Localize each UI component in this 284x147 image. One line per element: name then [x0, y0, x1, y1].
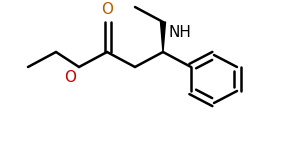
- Text: NH: NH: [168, 25, 191, 40]
- Polygon shape: [160, 22, 166, 52]
- Text: O: O: [101, 2, 113, 17]
- Text: O: O: [64, 70, 76, 85]
